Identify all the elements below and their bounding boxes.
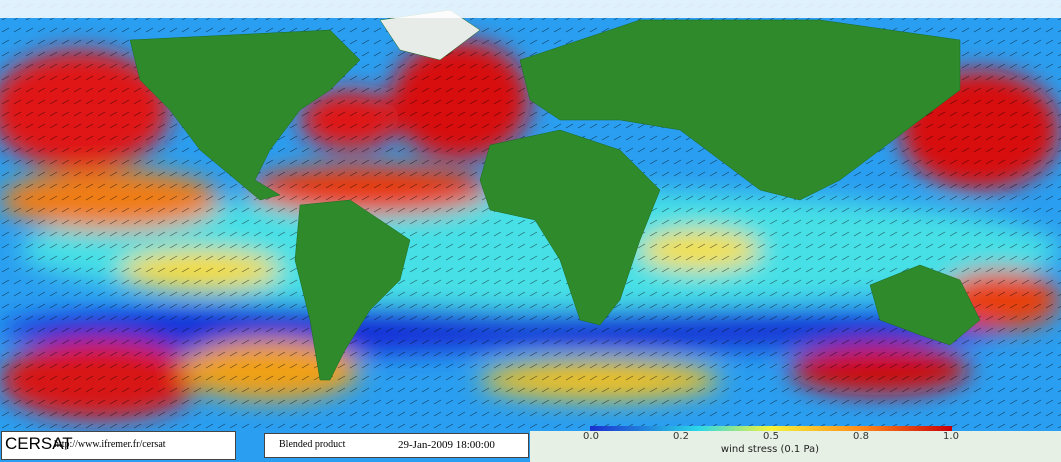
product-name: Blended product (279, 439, 346, 450)
colorbar (590, 426, 952, 431)
colorbar-tick-label: 0.0 (583, 431, 599, 442)
url[interactable]: http://www.ifremer.fr/cersat (54, 439, 166, 450)
land (129, 9, 981, 381)
colorbar-panel (530, 431, 1061, 462)
colorbar-tick-label: 0.8 (853, 431, 869, 442)
arctic (0, 0, 1061, 18)
logo-box: CERSAT http://www.ifremer.fr/cersat (1, 431, 236, 460)
logo: CERSAT (5, 434, 73, 453)
colorbar-tick-label: 0.5 (763, 431, 779, 442)
colorbar-title: wind stress (0.1 Pa) (720, 444, 820, 455)
colorbar-tick-label: 0.2 (673, 431, 689, 442)
product-date: 29-Jan-2009 18:00:00 (398, 439, 495, 451)
colorbar-tick-label: 1.0 (943, 431, 959, 442)
product-box: Blended product 29-Jan-2009 18:00:00 (264, 433, 529, 458)
